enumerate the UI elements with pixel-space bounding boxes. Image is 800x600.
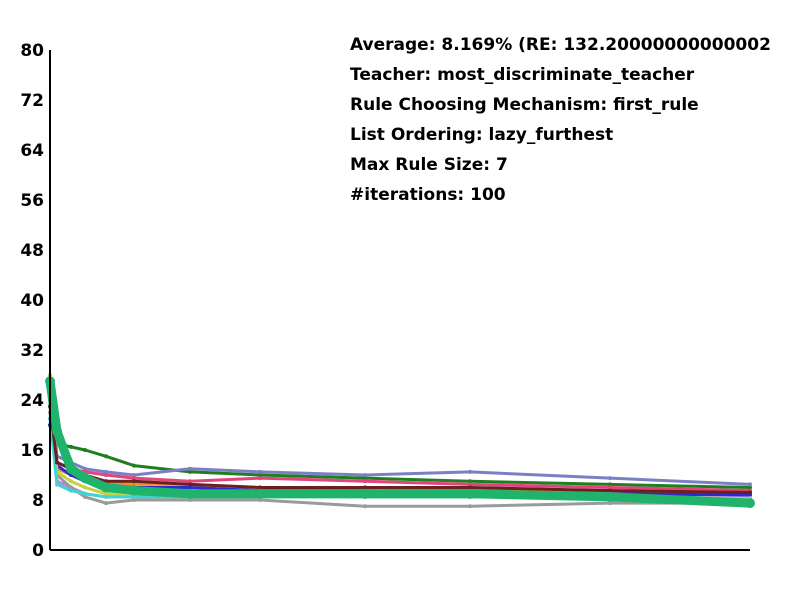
series-5-point: [188, 485, 192, 490]
series-8-point: [83, 485, 87, 490]
series-7-point: [104, 501, 108, 506]
series-9-point: [132, 494, 136, 499]
series-11-point: [255, 488, 265, 499]
series-11-point: [185, 488, 195, 499]
series-11-point: [66, 463, 76, 474]
series-10-point: [55, 460, 59, 465]
series-1-point: [69, 444, 73, 449]
series-10-point: [363, 485, 367, 490]
series-1-point: [83, 448, 87, 452]
y-tick-label: 0: [32, 541, 44, 561]
info-max-rule-size: Max Rule Size: 7: [350, 155, 508, 175]
series-3-point: [258, 476, 262, 481]
series-line-3: [48, 398, 752, 493]
series-3-point: [468, 482, 472, 487]
series-8-point: [69, 479, 73, 484]
y-tick-label: 40: [20, 291, 44, 311]
series-2-point: [83, 466, 87, 471]
series-9-point: [69, 488, 73, 493]
y-tick-label: 80: [20, 41, 44, 61]
series-3-point: [188, 479, 192, 484]
series-11-point: [745, 498, 755, 509]
series-11-point: [605, 491, 615, 502]
info-list-ordering: List Ordering: lazy_furthest: [350, 125, 613, 145]
series-7-point: [258, 498, 262, 502]
chart-info-block: Average: 8.169% (RE: 132.20000000000002 …: [350, 35, 771, 205]
series-line-11: [45, 376, 755, 508]
series-11-point: [360, 488, 370, 499]
series-7-point: [608, 501, 612, 506]
y-tick-label: 56: [20, 191, 44, 211]
series-10-point: [188, 482, 192, 487]
series-11-point: [129, 485, 139, 496]
series-10-point: [468, 485, 472, 490]
y-tick-label: 64: [20, 141, 44, 161]
series-11-point: [101, 482, 111, 493]
series-7-point: [69, 485, 73, 490]
series-2-point: [104, 469, 108, 474]
series-2-point: [468, 469, 472, 474]
plot-series: [45, 373, 755, 509]
series-1-point: [188, 469, 192, 474]
series-10-point: [608, 488, 612, 493]
y-tick-label: 32: [20, 341, 44, 361]
series-7-point: [132, 498, 136, 502]
y-tick-label: 16: [20, 441, 44, 461]
series-1-point: [132, 463, 136, 468]
series-7-point: [83, 494, 87, 499]
info-rule-mechanism: Rule Choosing Mechanism: first_rule: [350, 95, 699, 115]
series-2-point: [748, 482, 752, 487]
series-10-point: [258, 485, 262, 490]
series-1-point: [104, 454, 108, 459]
series-9-point: [55, 482, 59, 487]
series-line-2: [48, 386, 752, 486]
y-tick-label: 48: [20, 241, 44, 261]
series-2-point: [363, 473, 367, 477]
series-line-7: [48, 411, 752, 508]
series-2-point: [258, 469, 262, 474]
series-1-point: [748, 485, 752, 490]
series-7-point: [188, 498, 192, 502]
series-1-point: [468, 479, 472, 484]
y-axis-ticks: 0 8 16 24 32 40 48 56 64 72 80: [20, 41, 44, 561]
series-11-point: [52, 426, 62, 437]
series-7-point: [363, 504, 367, 509]
series-2-point: [132, 473, 136, 477]
series-3-point: [608, 485, 612, 490]
series-8-point: [104, 491, 108, 496]
series-1-point: [258, 473, 262, 477]
series-2-point: [608, 476, 612, 481]
series-1-point: [363, 476, 367, 481]
series-3-point: [104, 473, 108, 477]
series-9-point: [83, 491, 87, 496]
y-tick-label: 72: [20, 91, 44, 111]
series-10-point: [748, 490, 752, 495]
series-2-point: [188, 466, 192, 471]
series-4-point: [132, 482, 136, 487]
y-tick-label: 8: [32, 491, 44, 511]
info-iterations: #iterations: 100: [350, 185, 506, 205]
series-7-point: [468, 504, 472, 509]
series-3-point: [363, 479, 367, 484]
series-10-point: [132, 479, 136, 484]
series-9-point: [104, 494, 108, 499]
series-3-point: [132, 476, 136, 481]
info-average: Average: 8.169% (RE: 132.20000000000002: [350, 35, 771, 55]
series-11-point: [465, 488, 475, 499]
y-tick-label: 24: [20, 391, 44, 411]
series-11-point: [80, 473, 90, 484]
series-line-1: [48, 417, 752, 489]
info-teacher: Teacher: most_discriminate_teacher: [350, 65, 695, 85]
series-1-point: [608, 482, 612, 487]
